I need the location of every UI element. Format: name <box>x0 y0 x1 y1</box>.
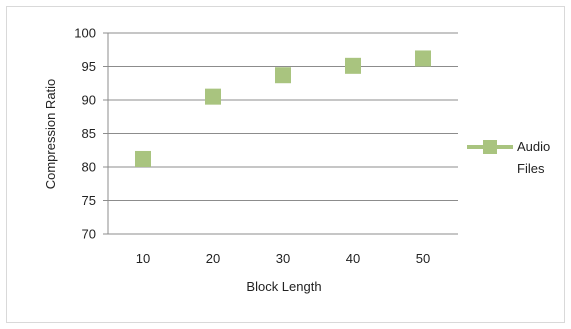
y-axis-title: Compression Ratio <box>43 79 58 190</box>
x-tick-label: 30 <box>276 251 290 266</box>
data-point <box>345 57 361 74</box>
data-point <box>135 150 151 167</box>
legend: Audio Files <box>467 139 550 176</box>
y-tick-label: 100 <box>74 26 96 41</box>
y-axis-ticks: 70 75 80 85 90 95 100 <box>74 26 108 242</box>
y-tick-label: 95 <box>82 59 96 74</box>
chart-frame <box>6 6 565 323</box>
y-tick-label: 90 <box>82 93 96 108</box>
legend-label: Audio <box>517 139 550 154</box>
x-tick-label: 10 <box>136 251 150 266</box>
y-tick-label: 80 <box>82 160 96 175</box>
y-tick-label: 85 <box>82 126 96 141</box>
legend-marker <box>483 140 497 154</box>
x-tick-label: 50 <box>416 251 430 266</box>
legend-label: Files <box>517 161 545 176</box>
data-point <box>205 88 221 105</box>
x-tick-label: 40 <box>346 251 360 266</box>
data-point <box>275 67 291 84</box>
x-tick-label: 20 <box>206 251 220 266</box>
grid-lines <box>108 32 458 201</box>
y-tick-label: 75 <box>82 193 96 208</box>
x-axis-title: Block Length <box>246 279 321 294</box>
x-axis-ticks: 10 20 30 40 50 <box>136 251 430 266</box>
y-tick-label: 70 <box>82 227 96 242</box>
data-points <box>135 50 431 167</box>
data-point <box>415 50 431 67</box>
